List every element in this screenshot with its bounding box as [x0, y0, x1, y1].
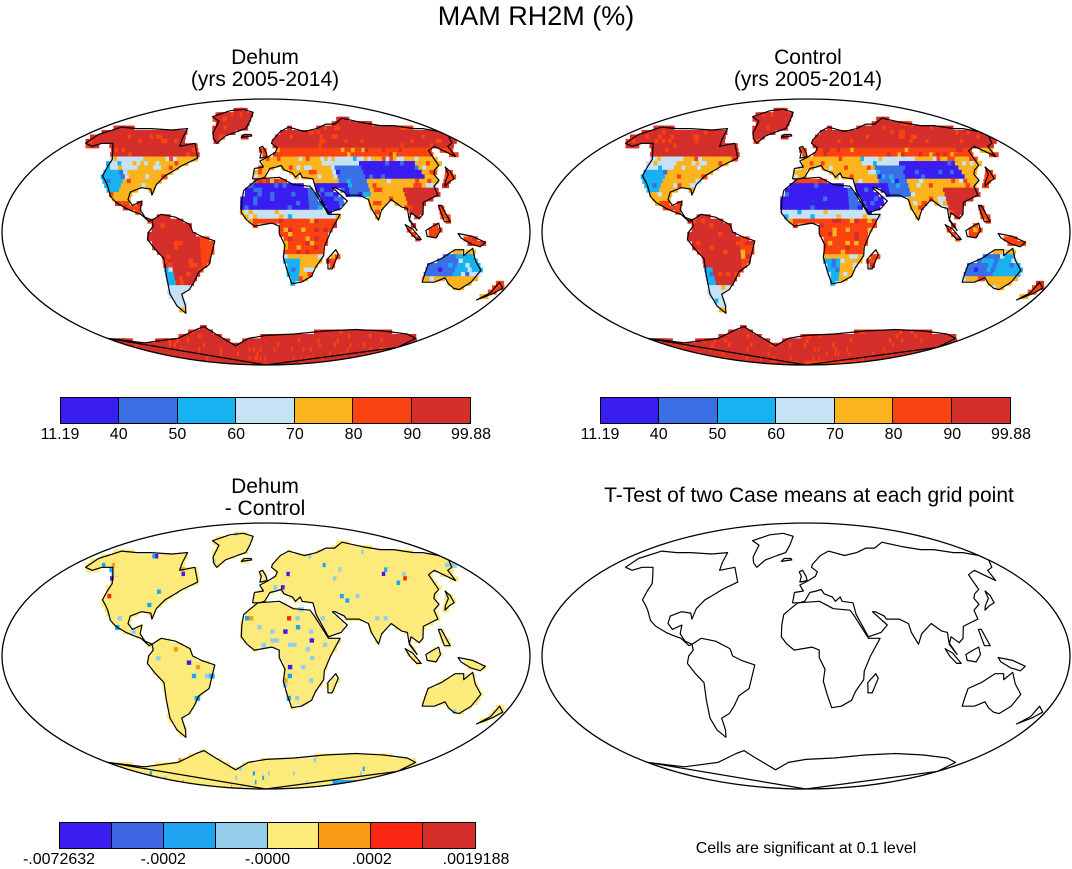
map-border: [541, 98, 1071, 366]
colorbar-tick-label: 60: [767, 426, 786, 443]
colorbar-swatch: [353, 398, 412, 423]
colorbar-swatch: [236, 398, 295, 423]
colorbar-swatch: [411, 398, 470, 423]
colorbar-swatch: [119, 398, 178, 423]
colorbar-tick-label: 60: [227, 426, 246, 443]
colorbar-swatch: [319, 823, 372, 848]
colorbar-swatch: [659, 398, 718, 423]
map-border: [1, 98, 531, 366]
colorbar-swatch: [717, 398, 777, 423]
colorbar-tick-label: 99.88: [450, 426, 492, 443]
diff-colorbar: [59, 822, 476, 849]
colorbar-swatch: [601, 398, 660, 423]
dehum-title-line1: Dehum: [231, 46, 299, 69]
map-border: [541, 522, 1071, 790]
colorbar-swatch: [423, 823, 475, 848]
control-title-line2: (yrs 2005-2014): [733, 68, 883, 91]
control-map: [541, 98, 1071, 366]
coastlines: [625, 532, 1044, 789]
colorbar-tick-label: 70: [825, 426, 844, 443]
colorbar-swatch: [267, 823, 320, 848]
dehum-colorbar: [60, 397, 471, 424]
colorbar-tick-label: 40: [109, 426, 128, 443]
dehum-title-line2: (yrs 2005-2014): [190, 68, 340, 91]
diff-map: [1, 522, 531, 790]
colorbar-swatch: [60, 823, 112, 848]
control-title-line1: Control: [774, 46, 842, 69]
ttest-map: [541, 522, 1071, 790]
dehum-panel-title: Dehum (yrs 2005-2014): [165, 47, 365, 91]
colorbar-swatch: [163, 823, 216, 848]
colorbar-tick-label: 70: [285, 426, 304, 443]
colorbar-tick-label: .0002: [351, 851, 392, 868]
colorbar-tick-label: 11.19: [40, 426, 80, 443]
dehum-map: [1, 98, 531, 366]
colorbar-swatch: [951, 398, 1010, 423]
control-colorbar: [600, 397, 1011, 424]
map-border: [1, 522, 531, 790]
coastlines: [85, 108, 504, 365]
ttest-panel-title: T-Test of two Case means at each grid po…: [604, 484, 1014, 507]
colorbar-tick-label: 90: [943, 426, 962, 443]
colorbar-tick-label: 80: [884, 426, 903, 443]
colorbar-tick-label: 40: [649, 426, 668, 443]
coastlines: [625, 108, 1044, 365]
colorbar-tick-label: 50: [168, 426, 187, 443]
colorbar-tick-label: 11.19: [580, 426, 620, 443]
colorbar-tick-label: .0019188: [442, 851, 510, 868]
colorbar-swatch: [776, 398, 835, 423]
figure-title: MAM RH2M (%): [437, 1, 635, 31]
colorbar-tick-label: -.0072632: [22, 851, 96, 868]
diff-title-line1: Dehum: [231, 475, 299, 498]
colorbar-swatch: [177, 398, 237, 423]
control-panel-title: Control (yrs 2005-2014): [708, 47, 908, 91]
colorbar-tick-label: -.0000: [244, 851, 291, 868]
diff-panel-title: Dehum - Control: [165, 476, 365, 520]
colorbar-swatch: [371, 823, 424, 848]
colorbar-swatch: [111, 823, 164, 848]
colorbar-swatch: [294, 398, 354, 423]
colorbar-tick-label: -.0002: [140, 851, 186, 868]
colorbar-swatch: [61, 398, 120, 423]
colorbar-tick-label: 90: [403, 426, 422, 443]
significance-note: Cells are significant at 0.1 level: [695, 840, 917, 857]
colorbar-swatch: [834, 398, 894, 423]
colorbar-tick-label: 80: [344, 426, 363, 443]
colorbar-tick-label: 50: [708, 426, 727, 443]
coastlines: [85, 532, 504, 789]
colorbar-swatch: [215, 823, 268, 848]
diff-title-line2: - Control: [224, 497, 306, 520]
colorbar-tick-label: 99.88: [990, 426, 1032, 443]
colorbar-swatch: [893, 398, 952, 423]
